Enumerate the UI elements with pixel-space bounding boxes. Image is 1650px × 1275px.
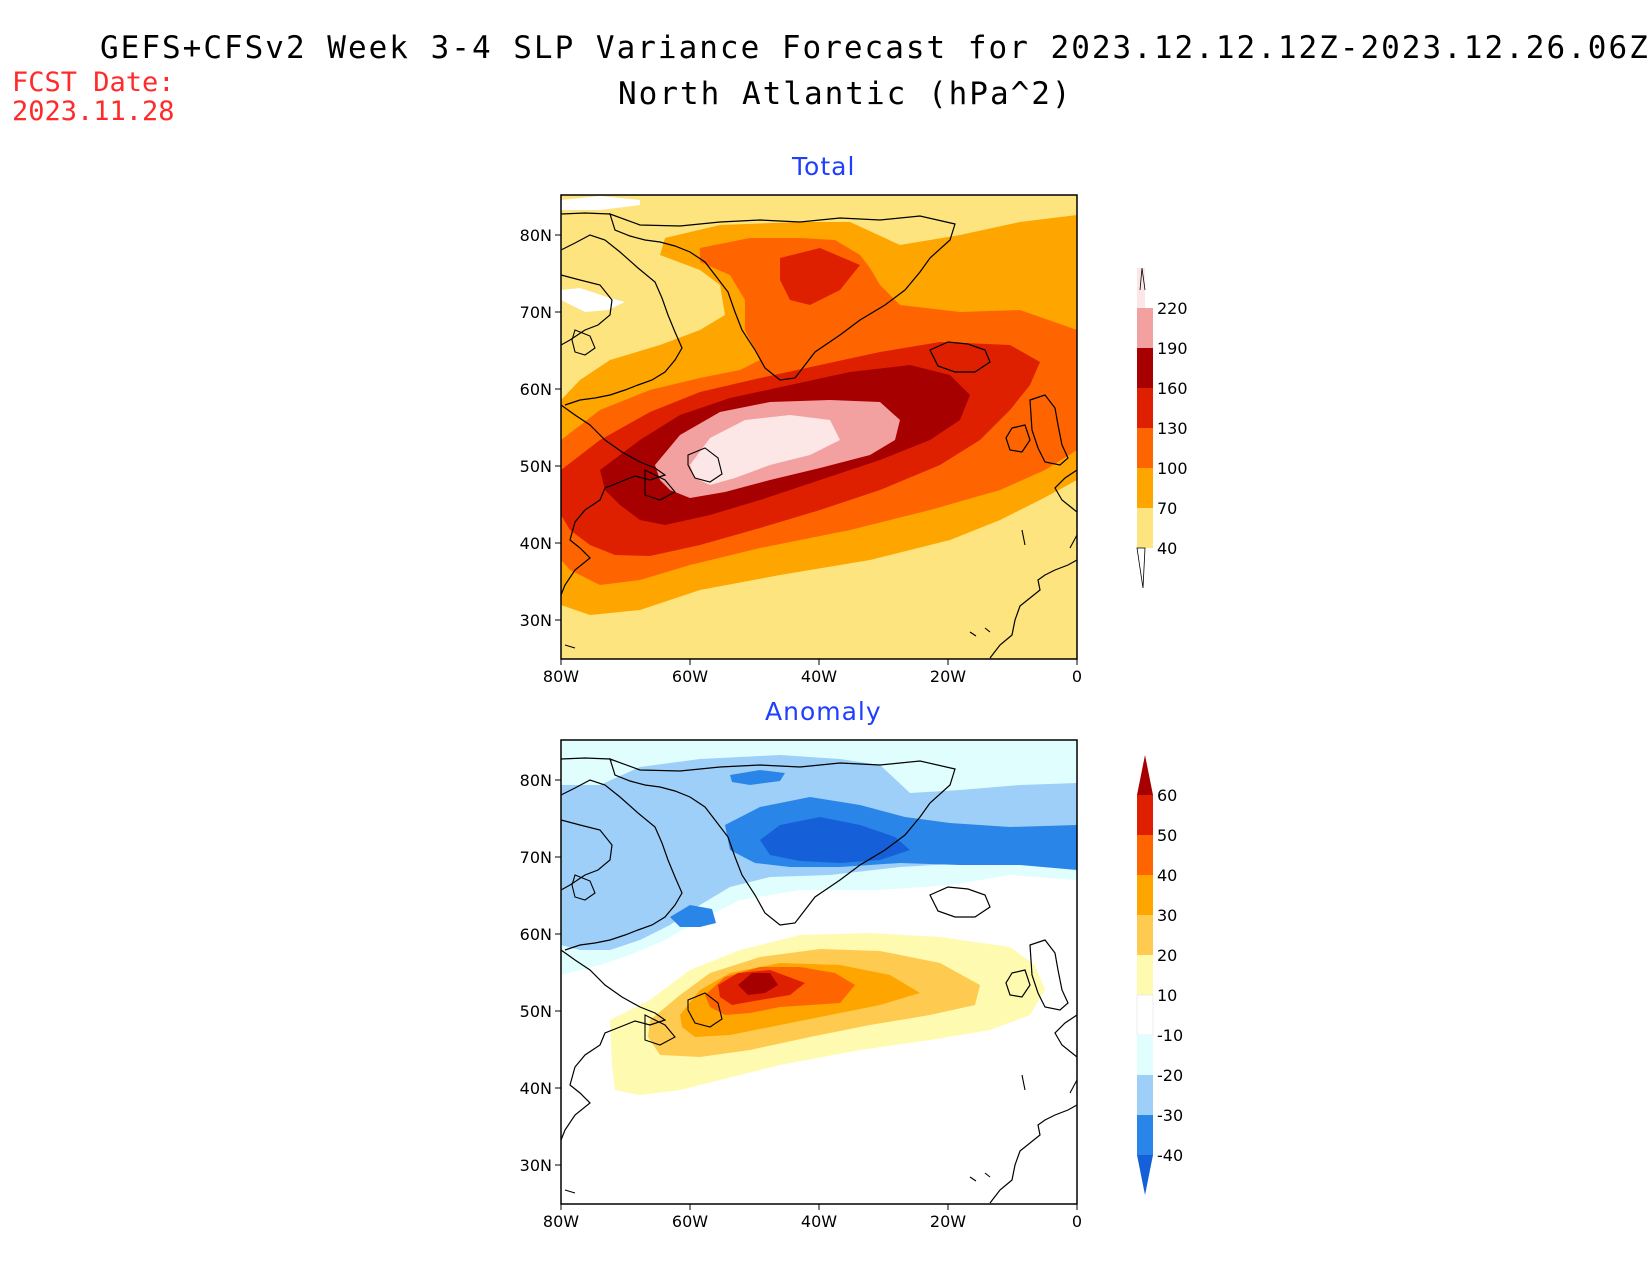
colorbar-arrow-bottom [1137, 1155, 1153, 1195]
total-lat-axis: 80N 70N 60N 50N 40N 30N [520, 226, 561, 630]
figure-subtitle: North Atlantic (hPa^2) [618, 76, 1073, 112]
colorbar-arrow-top [1137, 755, 1153, 795]
forecast-date-block: FCST Date: 2023.11.28 [12, 68, 175, 126]
colorbar-label: 50 [1157, 826, 1177, 845]
colorbar-label: -10 [1157, 1026, 1183, 1045]
anomaly-map [561, 740, 1077, 1204]
colorbar-swatch [1137, 388, 1153, 428]
colorbar-label: -30 [1157, 1106, 1183, 1125]
colorbar-swatch [1137, 348, 1153, 388]
colorbar-swatch [1137, 468, 1153, 508]
lon-label: 80W [543, 667, 579, 686]
colorbar-swatch [1137, 428, 1153, 468]
colorbar-swatch [1136, 994, 1154, 1036]
lon-label: 40W [801, 1212, 837, 1231]
lat-label: 40N [520, 1079, 552, 1098]
colorbar-swatch [1137, 1075, 1153, 1115]
lat-label: 50N [520, 457, 552, 476]
colorbar-swatch [1137, 1035, 1153, 1075]
forecast-date-value: 2023.11.28 [12, 96, 175, 127]
colorbar-label: 20 [1157, 946, 1177, 965]
colorbar-label: 70 [1157, 499, 1177, 518]
colorbar-label: 130 [1157, 419, 1188, 438]
colorbar-label: 60 [1157, 786, 1177, 805]
lat-label: 60N [520, 925, 552, 944]
colorbar-label: -20 [1157, 1066, 1183, 1085]
colorbar-label: 100 [1157, 459, 1188, 478]
total-panel-title: Total [792, 152, 856, 181]
lon-label: 60W [672, 1212, 708, 1231]
colorbar-swatch [1137, 795, 1153, 835]
total-colorbar: 220 190 160 130 100 70 40 [1136, 267, 1188, 589]
lat-label: 40N [520, 534, 552, 553]
colorbar-swatch [1137, 915, 1153, 955]
lon-label: 40W [801, 667, 837, 686]
lon-label: 20W [930, 1212, 966, 1231]
lat-label: 70N [520, 303, 552, 322]
colorbar-label: 30 [1157, 906, 1177, 925]
lat-label: 30N [520, 1156, 552, 1175]
colorbar-label: 220 [1157, 299, 1188, 318]
lat-label: 70N [520, 848, 552, 867]
colorbar-arrow-top [1137, 268, 1145, 308]
colorbar-label: 10 [1157, 986, 1177, 1005]
lon-label: 0 [1072, 1212, 1082, 1231]
colorbar-swatch [1137, 835, 1153, 875]
anomaly-lon-axis: 80W 60W 40W 20W 0 [543, 1204, 1082, 1231]
colorbar-swatch [1137, 508, 1153, 548]
forecast-date-label: FCST Date: [12, 67, 175, 98]
lon-label: 0 [1072, 667, 1082, 686]
colorbar-swatch [1137, 875, 1153, 915]
lat-label: 60N [520, 380, 552, 399]
colorbar-arrow-bottom [1136, 547, 1146, 589]
colorbar-swatch [1137, 955, 1153, 995]
colorbar-swatch [1137, 308, 1153, 348]
figure-title: GEFS+CFSv2 Week 3-4 SLP Variance Forecas… [100, 30, 1650, 66]
lon-label: 80W [543, 1212, 579, 1231]
lat-label: 50N [520, 1002, 552, 1021]
lat-label: 80N [520, 771, 552, 790]
total-map [561, 195, 1077, 659]
anomaly-colorbar: 60 50 40 30 20 10 -10 -20 -30 -40 [1136, 755, 1183, 1195]
colorbar-swatch [1137, 1115, 1153, 1155]
lat-label: 30N [520, 611, 552, 630]
lat-label: 80N [520, 226, 552, 245]
lon-label: 60W [672, 667, 708, 686]
colorbar-label: 160 [1157, 379, 1188, 398]
lon-label: 20W [930, 667, 966, 686]
colorbar-label: 40 [1157, 866, 1177, 885]
anomaly-panel-title: Anomaly [765, 697, 882, 726]
total-lon-axis: 80W 60W 40W 20W 0 [543, 659, 1082, 686]
colorbar-label: 40 [1157, 539, 1177, 558]
colorbar-label: -40 [1157, 1146, 1183, 1165]
anomaly-lat-axis: 80N 70N 60N 50N 40N 30N [520, 771, 561, 1175]
colorbar-label: 190 [1157, 339, 1188, 358]
